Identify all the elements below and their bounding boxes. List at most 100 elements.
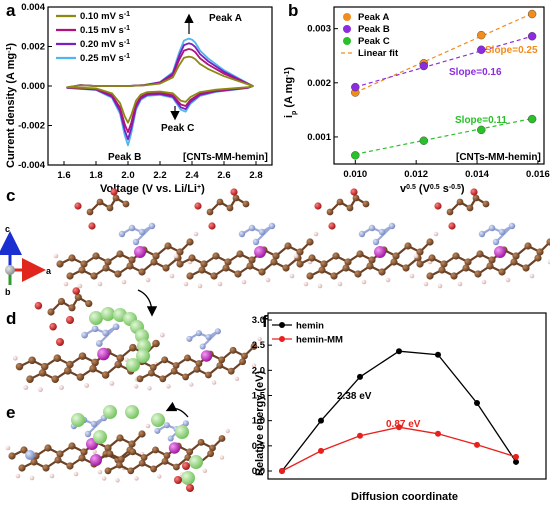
iron-atom: [168, 442, 181, 454]
nitrogen-atom: [358, 230, 366, 238]
carbon-atom: [159, 375, 167, 383]
carbon-atom: [68, 442, 76, 450]
carbon-atom: [488, 256, 496, 264]
oxygen-atom: [230, 188, 238, 196]
carbon-atom: [172, 362, 180, 369]
hydrogen-atom: [159, 332, 165, 338]
carbon-atom: [284, 242, 292, 250]
oxygen-atom: [174, 476, 182, 484]
hydrogen-atom: [211, 380, 217, 385]
oxygen-atom: [350, 188, 358, 196]
hydrogen-atom: [529, 273, 535, 279]
carbon-atom: [20, 446, 28, 454]
hemin-mm-barrier-label: 0.87 eV: [386, 419, 421, 430]
carbon-atom: [150, 258, 158, 266]
iron-atom: [374, 246, 386, 258]
hemin-barrier-label: 2.38 eV: [337, 391, 372, 402]
hydrogen-atom: [145, 423, 151, 429]
panel-letter-f: f: [262, 312, 268, 331]
lithium-atom: [126, 358, 140, 372]
carbon-atom: [8, 452, 16, 460]
hydrogen-atom: [189, 382, 194, 387]
cv-x-tick-label: 1.8: [89, 170, 102, 181]
carbon-atom: [308, 254, 316, 262]
scatter-chart: 0.010 0.012 0.014 0.016 0.001 0.002 0.003 Peak…: [283, 6, 550, 195]
hydrogen-atom: [202, 468, 208, 473]
scatter-y-axis-title: ip (A mg-1): [283, 67, 298, 118]
oxygen-atom: [66, 316, 74, 324]
iron-atom: [90, 454, 102, 466]
cv-ticks: 1.6 1.8 2.0 2.2 2.4 2.6 2.8 -0.004 -0.002 0.000 0.…: [18, 2, 263, 181]
scatter-legend-marker: [343, 25, 351, 33]
cv-legend-label: 0.20 mV s-1: [80, 39, 130, 51]
carbon-atom: [128, 256, 136, 264]
hydrogen-atom: [423, 281, 429, 287]
nitrogen-atom: [498, 228, 506, 236]
carbon-atom: [129, 343, 137, 352]
nitrogen-atom: [368, 224, 376, 232]
cv-y-axis-title: Current density (A mg-1): [5, 43, 17, 168]
carbon-atom: [85, 300, 93, 308]
carbon-atom: [546, 238, 550, 246]
carbon-atom: [40, 362, 49, 371]
carbon-atom: [78, 352, 87, 360]
energy-point-hemin-MM: [513, 453, 519, 460]
lithium-atom: [189, 455, 203, 469]
nitrogen-atom: [195, 330, 202, 337]
carbon-atom: [114, 270, 122, 278]
carbon-atom: [510, 258, 518, 266]
nitrogen-atom: [258, 228, 266, 236]
carbon-atom: [162, 264, 170, 272]
oxygen-atom: [56, 338, 64, 346]
carbon-atom: [250, 343, 258, 350]
nitrogen-atom: [252, 238, 260, 246]
fit-line-peak-b: [355, 35, 533, 88]
carbon-atom: [56, 450, 64, 458]
scatter-y-tick-label: 0.001: [307, 132, 331, 143]
nitrogen-atom: [492, 238, 500, 246]
lithium-atom: [71, 413, 85, 427]
nitrogen-atom: [372, 238, 380, 246]
carbon-atom: [270, 258, 278, 266]
carbon-atom: [53, 354, 62, 362]
carbon-atom: [416, 248, 424, 256]
carbon-atom: [218, 435, 226, 442]
cv-peak-b-label: Peak B: [108, 152, 141, 163]
carbon-atom: [115, 461, 123, 469]
hydrogen-atom: [157, 474, 162, 479]
scatter-x-tick-label: 0.016: [526, 169, 550, 180]
cv-y-tick-label: -0.002: [18, 121, 45, 132]
carbon-atom: [66, 360, 74, 369]
carbon-atom: [161, 457, 169, 465]
panel-letter-e: e: [6, 403, 15, 422]
scatter-legend-label: Linear fit: [358, 48, 399, 59]
cv-legend: 0.10 mV s-1 0.15 mV s-1 0.20 mV s-1 0.25 mV…: [56, 11, 130, 64]
nitrogen-atom: [205, 333, 212, 341]
carbon-atom: [186, 272, 194, 280]
carbon-atom: [122, 200, 130, 208]
scatter-fit-lines: [355, 12, 533, 155]
carbon-atom: [74, 293, 82, 301]
oxygen-atom: [194, 202, 202, 210]
oxygen-atom: [34, 301, 43, 310]
carbon-atom: [486, 262, 494, 270]
cv-sample-label: [CNTs-MM-hemin]: [183, 152, 268, 163]
energy-legend: hemin hemin-MM: [272, 321, 343, 346]
hydrogen-atom: [134, 476, 139, 481]
carbon-atom: [186, 238, 194, 246]
cv-legend-label: 0.10 mV s-1: [80, 11, 130, 23]
carbon-atom: [342, 264, 350, 272]
carbon-atom: [200, 260, 208, 268]
cv-peak-a-label: Peak A: [209, 13, 242, 24]
cv-x-tick-label: 2.8: [249, 170, 262, 181]
slope-label-peak-c: Slope=0.11: [455, 115, 507, 126]
energy-legend-label: hemin-MM: [296, 335, 343, 346]
hydrogen-atom: [303, 281, 309, 287]
carbon-atom: [164, 242, 172, 250]
scatter-legend-label: Peak A: [358, 12, 389, 23]
carbon-atom: [272, 252, 280, 260]
carbon-atom: [176, 260, 184, 268]
energy-curves: [279, 348, 519, 474]
lithium-atom: [103, 405, 117, 419]
nitrogen-atom: [148, 222, 156, 230]
